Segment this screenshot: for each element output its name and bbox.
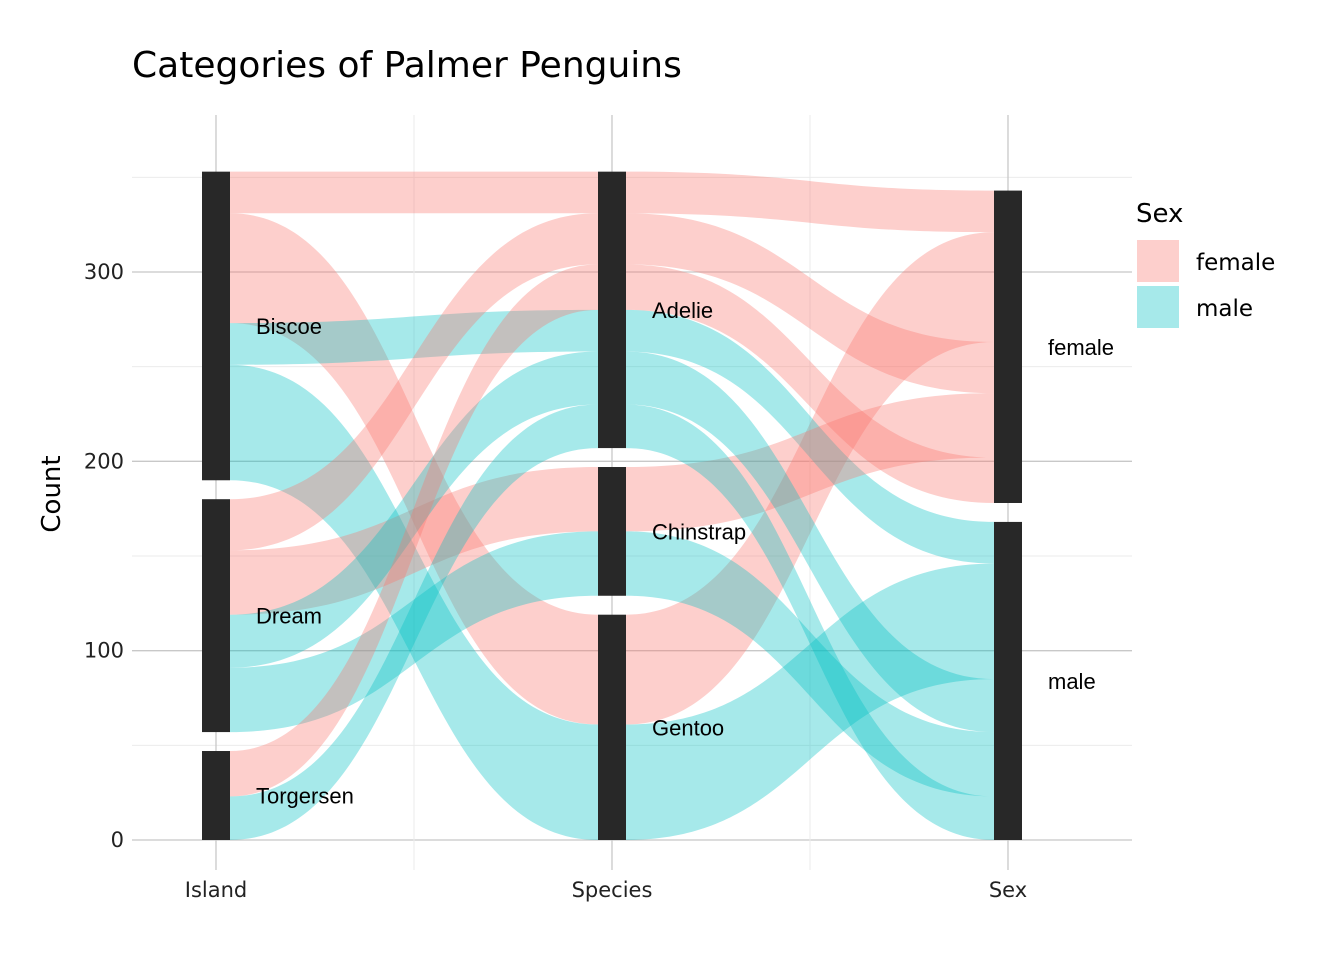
flow-biscoe-gentoo-male [230, 364, 598, 840]
flow-dream-chinstrap-female [626, 393, 994, 532]
flows [230, 171, 994, 840]
flow-torgersen-adelie-male [230, 404, 598, 840]
x-tick-label-sex: Sex [989, 878, 1027, 902]
flow-dream-chinstrap-female [230, 467, 598, 615]
flow-biscoe-gentoo-female [626, 232, 994, 725]
stratum-label-female: female [1048, 335, 1114, 360]
x-tick-label-species: Species [572, 878, 653, 902]
flow-torgersen-adelie-female [626, 264, 994, 503]
y-tick-label: 100 [84, 639, 124, 663]
stratum-species-gentoo [598, 614, 626, 840]
legend-label-female: female [1196, 250, 1275, 276]
y-axis-title: Count [37, 455, 67, 532]
chart-title: Categories of Palmer Penguins [132, 45, 682, 86]
flow-biscoe-gentoo-female [230, 213, 598, 725]
stratum-island-torgersen [202, 751, 230, 840]
stratum-label-dream: Dream [256, 604, 322, 629]
legend-label-male: male [1196, 296, 1253, 322]
y-tick-label: 200 [84, 449, 124, 473]
legend-swatch-male [1137, 286, 1179, 328]
stratum-label-gentoo: Gentoo [652, 715, 724, 740]
flow-dream-adelie-male [626, 351, 994, 733]
stratum-labels: Biscoe Dream Torgersen Adelie Chinstrap Gento… [256, 298, 1114, 809]
stratum-species-adelie [598, 171, 626, 449]
y-tick-label: 300 [84, 260, 124, 284]
stratum-sex-female [994, 190, 1022, 503]
flow-dream-chinstrap-male [230, 531, 598, 733]
flow-dream-adelie-female [230, 213, 598, 551]
stratum-island-biscoe [202, 171, 230, 481]
flow-dream-adelie-female [626, 213, 994, 394]
flow-dream-chinstrap-male [626, 531, 994, 797]
axes: 0 100 200 300 Island Species Sex [84, 260, 1027, 902]
x-tick-label-island: Island [185, 878, 247, 902]
flow-biscoe-adelie-male [230, 309, 598, 365]
stratum-label-adelie: Adelie [652, 298, 713, 323]
flow-torgersen-adelie-male [626, 404, 994, 840]
flow-biscoe-adelie-female [626, 171, 994, 233]
stratum-sex-male [994, 521, 1022, 840]
flow-biscoe-adelie-male [626, 309, 994, 564]
stratum-label-torgersen: Torgersen [256, 784, 354, 809]
legend-title: Sex [1136, 199, 1183, 229]
stratum-species-chinstrap [598, 467, 626, 596]
strata [202, 171, 1022, 840]
y-tick-label: 0 [111, 828, 124, 852]
flow-biscoe-adelie-female [230, 171, 598, 214]
stratum-island-dream [202, 499, 230, 733]
legend: Sex female male [1136, 199, 1275, 328]
flow-biscoe-gentoo-male [626, 563, 994, 840]
stratum-label-biscoe: Biscoe [256, 314, 322, 339]
stratum-label-chinstrap: Chinstrap [652, 519, 746, 544]
flow-dream-adelie-male [230, 351, 598, 668]
stratum-label-male: male [1048, 669, 1096, 694]
legend-swatch-female [1137, 240, 1179, 282]
flow-torgersen-adelie-female [230, 264, 598, 797]
